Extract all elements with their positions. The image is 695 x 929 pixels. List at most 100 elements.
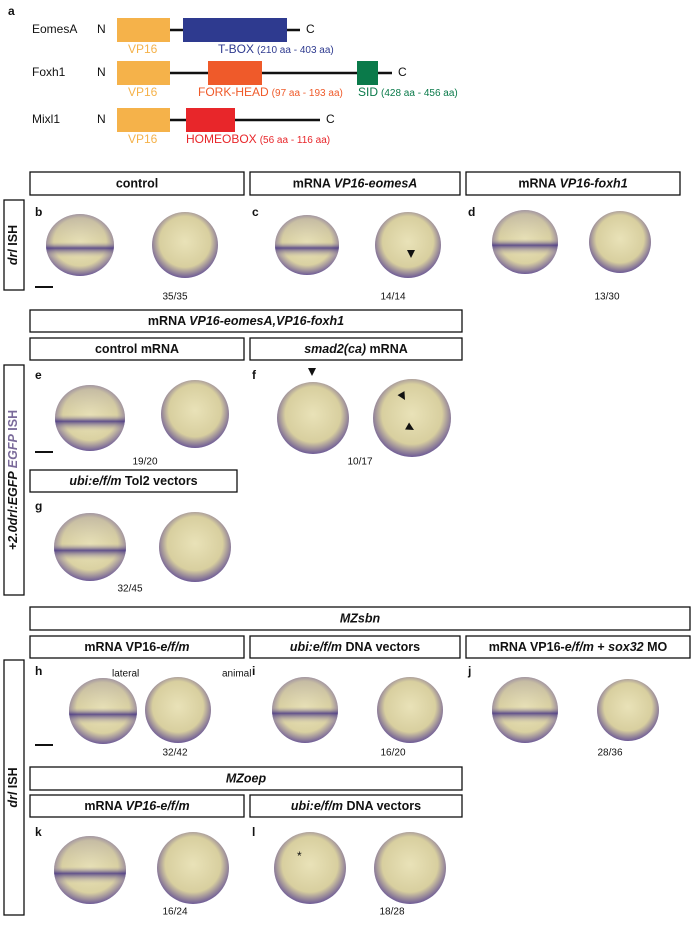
header-box (29, 309, 463, 333)
domain (208, 61, 262, 85)
count: 35/35 (162, 292, 187, 303)
arrowhead (407, 250, 415, 258)
domain-label: SID (428 aa - 456 aa) (358, 85, 458, 99)
count: 32/45 (117, 584, 142, 595)
count: 28/36 (597, 748, 622, 759)
label-part: DNA vectors (342, 640, 420, 654)
count: 16/24 (162, 907, 187, 918)
label-part: VP16-foxh1 (560, 177, 628, 191)
label-part: drl (6, 791, 20, 808)
domain-name: VP16 (128, 42, 158, 56)
panel-label: l (252, 825, 255, 839)
embryo-band (46, 214, 114, 276)
embryo-band (275, 215, 339, 275)
panel-label: f (252, 368, 257, 382)
header-box (249, 794, 463, 818)
embryo (597, 679, 659, 741)
domain (117, 61, 170, 85)
label-part: VP16-e/f/m (126, 799, 190, 813)
embryo (157, 832, 229, 904)
label-part: mRNA VP16- (489, 640, 565, 654)
domain-label: VP16 (128, 132, 158, 146)
view-label: animal (222, 669, 251, 680)
embryo (145, 677, 211, 743)
protein-name: EomesA (32, 22, 77, 36)
side-box (3, 199, 25, 291)
label: mRNA VP16-e/f/m (84, 640, 189, 654)
embryo (152, 212, 218, 278)
count: 10/17 (347, 457, 372, 468)
embryo-band (272, 677, 338, 743)
arrowhead (397, 391, 405, 400)
arrowhead (308, 368, 316, 376)
domain-name: VP16 (128, 85, 158, 99)
domain (186, 108, 235, 132)
domain (357, 61, 378, 85)
protein-name: Foxh1 (32, 65, 66, 79)
panel-label: c (252, 205, 259, 219)
label-part: MZoep (226, 772, 267, 786)
label-part: ISH (6, 225, 20, 249)
panel-label: h (35, 664, 42, 678)
embryo (161, 380, 229, 448)
count: 14/14 (380, 292, 405, 303)
domain-name: SID (358, 85, 378, 99)
label: control mRNA (95, 342, 179, 356)
header-box (249, 337, 463, 361)
label-part: control mRNA (95, 342, 179, 356)
label: smad2(ca) mRNA (304, 342, 408, 356)
embryo (377, 677, 443, 743)
count: 13/30 (594, 292, 619, 303)
n-terminus: N (97, 65, 106, 79)
label-part: control (116, 177, 158, 191)
label-part: mRNA (518, 177, 559, 191)
header-box (29, 606, 691, 631)
label-part: sox32 (608, 640, 643, 654)
label: drl ISH (6, 225, 20, 265)
c-terminus: C (306, 22, 315, 36)
embryo (159, 512, 231, 582)
arrowhead (405, 422, 414, 430)
label-part: VP16-eomesA (334, 177, 417, 191)
header-box (249, 171, 461, 196)
label: MZoep (226, 772, 267, 786)
label: ubi:e/f/m Tol2 vectors (69, 474, 197, 488)
label: MZsbn (340, 612, 381, 626)
label-part: ISH (6, 767, 20, 791)
n-terminus: N (97, 112, 106, 126)
label-part: DNA vectors (343, 799, 421, 813)
embryo-band (492, 677, 558, 743)
domain-range: (428 aa - 456 aa) (381, 88, 458, 99)
label-part: smad2(ca) (304, 342, 366, 356)
domain-range: (97 aa - 193 aa) (272, 88, 343, 99)
label-part: EGFP (6, 434, 20, 472)
header-box (465, 171, 681, 196)
panel-label: i (252, 664, 255, 678)
header-box (249, 635, 461, 659)
label-part: mRNA (293, 177, 334, 191)
c-terminus: C (326, 112, 335, 126)
header-box (29, 794, 245, 818)
domain (117, 18, 170, 42)
header-box (29, 171, 245, 196)
n-terminus: N (97, 22, 106, 36)
embryo-band (55, 385, 125, 451)
label-part: ubi:e/f/m (291, 799, 343, 813)
label-part: mRNA (148, 314, 189, 328)
embryo (274, 832, 346, 904)
panel-label: b (35, 205, 42, 219)
domain-name: HOMEOBOX (186, 132, 257, 146)
embryo (374, 832, 446, 904)
label-part: mRNA (366, 342, 408, 356)
header-box (29, 337, 245, 361)
panel-label: k (35, 825, 42, 839)
embryo-band (54, 513, 126, 581)
embryo (589, 211, 651, 273)
label-part: drl (6, 249, 20, 266)
label-part: MZsbn (340, 612, 381, 626)
domain (117, 108, 170, 132)
embryo (375, 212, 441, 278)
label: mRNA VP16-eomesA (293, 177, 418, 191)
domain-name: FORK-HEAD (198, 85, 269, 99)
